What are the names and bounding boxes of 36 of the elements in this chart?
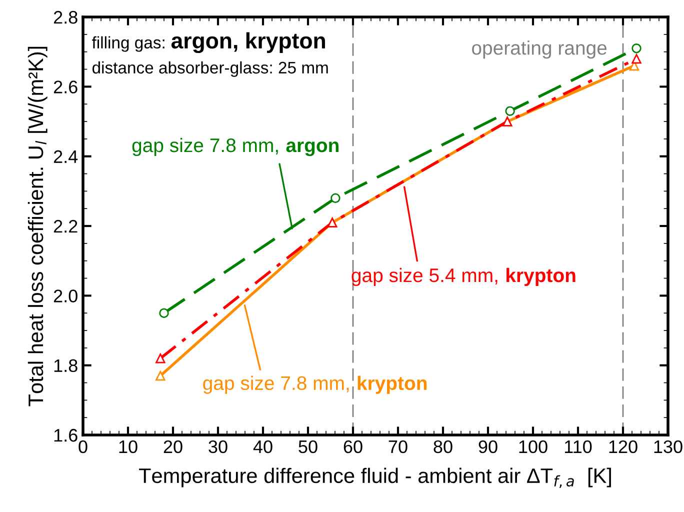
- x-tick-label: 120: [609, 440, 638, 454]
- point: [632, 54, 642, 64]
- annotation: filling gas: argon, krypton: [92, 32, 325, 54]
- annotation: distance absorber-glass: 25 mm: [92, 61, 328, 77]
- x-axis-title: Temperature difference fluid - ambient air ΔT$_{f,a}$ [K]: [138, 468, 611, 488]
- point: [632, 43, 642, 54]
- y-tick-label: 2.0: [54, 290, 78, 302]
- y-tick-label: 2.8: [54, 10, 78, 24]
- x-tick-label: 50: [298, 440, 318, 454]
- y-tick-label: 1.6: [54, 428, 78, 442]
- point: [156, 370, 166, 381]
- x-tick-label: 20: [164, 440, 182, 454]
- annotation: operating range: [472, 40, 607, 59]
- text: gap size 5.4 mm, krypton: [352, 268, 576, 286]
- series-label: gap size 7.8 mm, krypton: [203, 376, 427, 394]
- x-tick-label: 40: [253, 440, 272, 454]
- x-tick-label: 80: [434, 440, 452, 454]
- series-label: gap size 7.8 mm, argon: [132, 138, 338, 156]
- point: [505, 106, 515, 116]
- x-tick-label: 70: [388, 440, 408, 454]
- x-tick-label: 90: [478, 440, 498, 454]
- x-tick-label: 30: [208, 440, 228, 454]
- x-tick-label: 0: [78, 440, 88, 454]
- x-tick-label: 100: [519, 440, 548, 454]
- y-tick-label: 2.2: [54, 220, 78, 233]
- point: [156, 354, 166, 364]
- x-tick-label: 10: [119, 440, 138, 454]
- point: [330, 193, 340, 203]
- x-tick-label: 60: [344, 440, 362, 454]
- y-tick-label: 1.8: [54, 359, 78, 372]
- y-axis-title: Total heat loss coefficient. U$_{l}$ [W/(m²K)]: [28, 46, 48, 406]
- x-tick-label: 130: [654, 440, 682, 454]
- point: [159, 308, 169, 318]
- x-tick-label: 110: [564, 440, 592, 454]
- y-tick-label: 2.4: [54, 150, 78, 163]
- y-tick-label: 2.6: [54, 80, 78, 94]
